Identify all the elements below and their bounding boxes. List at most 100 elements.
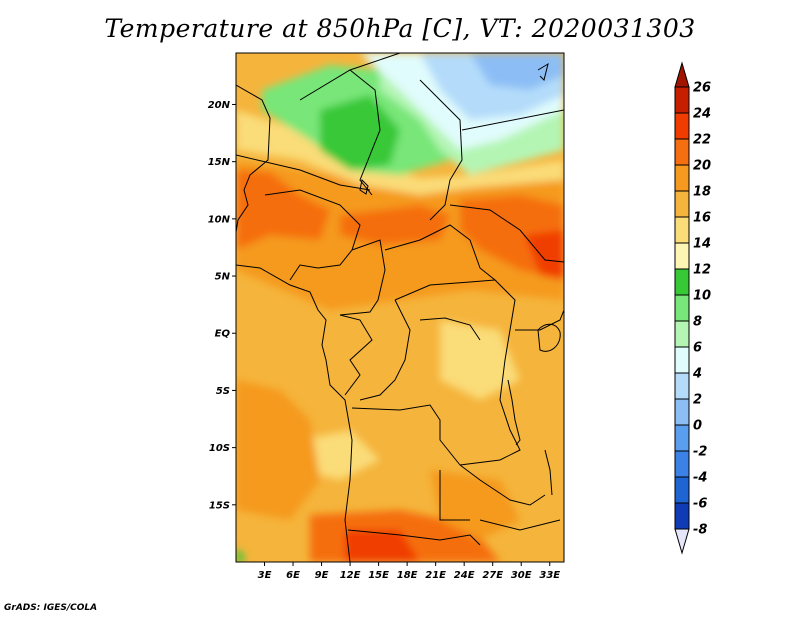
colorbar-box — [674, 86, 690, 114]
coastline-west-africa — [236, 84, 271, 233]
colorbar-box — [674, 450, 690, 478]
colorbar-level-label: -4 — [693, 471, 707, 486]
lon-tick-label: 33E — [539, 570, 560, 581]
longitude-ticks: 3E 6E 9E 12E 15E 18E 21E 24E 27E 30E 33E — [258, 562, 560, 581]
colorbar-bottom-arrow — [674, 528, 690, 555]
colorbar-level-label: -2 — [693, 445, 707, 460]
border-angola-drc — [351, 404, 461, 466]
colorbar-level-label: 0 — [693, 419, 702, 434]
lon-tick-label: 12E — [340, 570, 361, 581]
colorbar-box — [674, 216, 690, 244]
border-angola-zambia — [439, 470, 470, 521]
colorbar-box — [674, 476, 690, 504]
border-car — [384, 224, 497, 301]
lon-tick-label: 27E — [482, 570, 503, 581]
lon-tick-label: 21E — [425, 570, 446, 581]
mild-band-north — [236, 110, 564, 195]
lat-tick-label: EQ — [215, 329, 231, 340]
border-drc-north — [359, 299, 411, 401]
colorbar-level-label: 26 — [693, 81, 711, 96]
colorbar-level-label: 14 — [693, 237, 711, 252]
colorbar-level-label: 6 — [693, 341, 702, 356]
light-patch-central — [440, 320, 520, 400]
border-south-sudan — [449, 204, 564, 263]
lon-tick-label: 18E — [397, 570, 418, 581]
colorbar-level-label: -8 — [693, 523, 707, 538]
grads-credit: GrADS: IGES/COLA — [4, 603, 98, 613]
colorbar-box — [674, 242, 690, 270]
lake-malawi — [544, 449, 553, 496]
warm-patch-southwest — [236, 380, 320, 520]
coastline-gulf-of-guinea — [236, 264, 353, 562]
warm-patch-southeast — [430, 470, 520, 540]
colorbar-level-label: 20 — [693, 159, 711, 174]
light-patch-angola — [300, 430, 380, 480]
colorbar-level-label: 24 — [693, 107, 711, 122]
lon-tick-label: 6E — [286, 570, 300, 581]
border-chad-sudan — [419, 79, 463, 221]
cool-zone-sahara-core — [320, 95, 400, 170]
border-namibia — [347, 529, 481, 546]
lake-tanganyika — [507, 379, 521, 446]
colorbar-level-label: 22 — [693, 133, 711, 148]
border-south-zambia — [479, 519, 561, 531]
lake-victoria — [537, 323, 561, 352]
lat-tick-label: 10N — [208, 214, 231, 225]
lake-chad — [359, 178, 369, 195]
border-zambia-east — [459, 464, 546, 506]
lat-tick-label: 15S — [209, 500, 230, 511]
colorbar-box — [674, 112, 690, 140]
lon-tick-label: 24E — [454, 570, 475, 581]
colorbar-level-label: 8 — [693, 315, 702, 330]
lat-tick-label: 10S — [209, 443, 230, 454]
river-congo — [419, 317, 481, 341]
border-sahel-west — [236, 154, 371, 191]
colorbar-level-label: 4 — [692, 367, 702, 382]
map-title: Temperature at 850hPa [C], VT: 202003130… — [104, 14, 696, 43]
lat-tick-label: 15N — [208, 157, 231, 168]
lat-tick-label: 5N — [215, 272, 231, 283]
border-cameroon — [339, 239, 386, 316]
colorbar-level-label: -6 — [693, 497, 707, 512]
colorbar-level-label: 18 — [693, 185, 711, 200]
lon-tick-label: 30E — [511, 570, 532, 581]
colorbar-box — [674, 424, 690, 452]
hot-patch-northwest — [236, 170, 330, 250]
border-sudan-east — [461, 109, 564, 131]
colorbar-level-label: 12 — [693, 263, 711, 278]
colorbar-box — [674, 138, 690, 166]
lon-tick-label: 3E — [258, 570, 272, 581]
colorbar-box — [674, 268, 690, 296]
border-east-africa — [515, 309, 564, 331]
country-borders — [236, 53, 564, 562]
colorbar-top-arrow — [674, 61, 690, 88]
map-frame — [235, 52, 565, 563]
colorbar-box — [674, 398, 690, 426]
hot-patch-sahel — [340, 205, 450, 245]
colorbar-box — [674, 190, 690, 218]
coldest-zone-northeast — [470, 53, 564, 90]
border-drc-east — [459, 279, 521, 466]
colorbar-level-label: 16 — [693, 211, 711, 226]
lon-tick-label: 9E — [315, 570, 329, 581]
colorbar-box — [674, 320, 690, 348]
colorbar-box — [674, 346, 690, 374]
coast-red-sea — [537, 62, 549, 81]
colorbar-box — [674, 372, 690, 400]
colorbar-box — [674, 164, 690, 192]
latitude-ticks: 20N 15N 10N 5N EQ 5S 10S 15S — [208, 100, 236, 511]
hottest-patch-south — [345, 530, 420, 562]
colorbar-level-label: 10 — [693, 289, 711, 304]
cool-corner-southwest — [236, 548, 244, 562]
colorbar-level-label: 2 — [693, 393, 702, 408]
lat-tick-label: 5S — [216, 386, 230, 397]
border-congo — [339, 314, 373, 396]
colorbar-box — [674, 502, 690, 530]
lon-tick-label: 15E — [368, 570, 389, 581]
colorbar-box — [674, 294, 690, 322]
temperature-field — [236, 53, 564, 562]
hot-core-east — [525, 230, 564, 280]
lat-tick-label: 20N — [208, 100, 231, 111]
